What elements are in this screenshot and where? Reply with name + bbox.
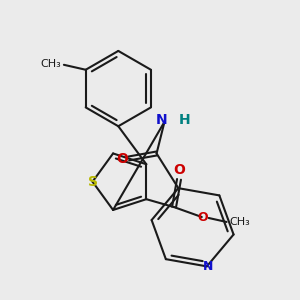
Text: N: N [156,113,167,127]
Text: CH₃: CH₃ [40,59,61,69]
Text: CH₃: CH₃ [230,217,250,227]
Text: O: O [116,152,128,167]
Text: H: H [178,113,190,127]
Text: O: O [197,212,208,224]
Text: S: S [88,175,98,189]
Text: N: N [202,260,213,273]
Text: O: O [173,164,185,177]
